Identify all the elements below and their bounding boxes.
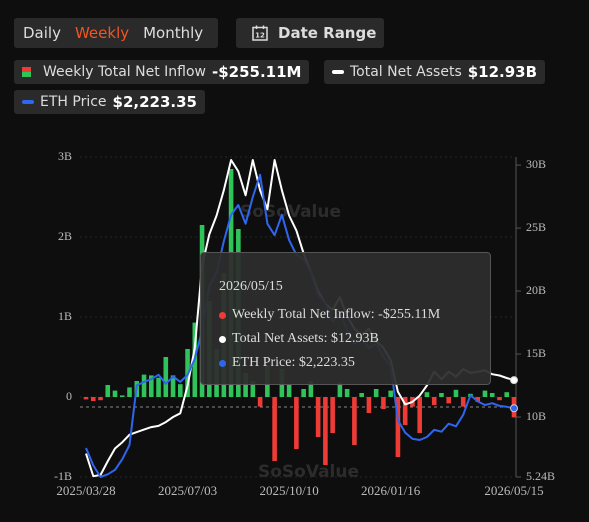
bar xyxy=(453,389,459,397)
tooltip-row: Weekly Total Net Inflow: -$255.11M xyxy=(219,303,490,327)
bar xyxy=(257,397,263,407)
end-point xyxy=(510,376,518,385)
tooltip-date-text: 2026/05/15 xyxy=(219,279,283,294)
x-tick-label: 2025/07/03 xyxy=(158,483,217,498)
y2-tick-label: 5.24B xyxy=(526,469,555,483)
bar xyxy=(127,387,132,397)
x-tick-label: 2026/01/16 xyxy=(361,483,421,498)
bar xyxy=(373,389,379,397)
bar xyxy=(395,397,401,457)
tooltip-dot xyxy=(219,311,226,319)
y2-tick-label: 20B xyxy=(526,283,546,297)
y2-tick-label: 25B xyxy=(526,220,546,234)
tooltip-text: Weekly Total Net Inflow: -$255.11M xyxy=(232,307,441,322)
bar xyxy=(156,377,161,397)
bar xyxy=(359,393,364,397)
bar xyxy=(381,397,386,409)
x-tick-label: 2025/10/10 xyxy=(260,483,319,498)
bar xyxy=(272,397,277,461)
legend-icon xyxy=(332,70,344,74)
y2-tick-label: 15B xyxy=(526,346,546,360)
bar xyxy=(294,397,299,449)
tooltip-text: ETH Price: $2,223.35 xyxy=(232,355,355,370)
svg-text:12: 12 xyxy=(255,32,265,40)
bar xyxy=(330,397,335,433)
bar xyxy=(482,390,488,397)
legend-value: -$255.11M xyxy=(212,63,302,81)
date-range-label: Date Range xyxy=(278,24,377,42)
bar xyxy=(90,397,96,401)
legend-value: $12.93B xyxy=(467,63,538,81)
legend-item[interactable]: Total Net Assets $12.93B xyxy=(324,60,546,84)
bar xyxy=(170,375,176,397)
bar xyxy=(366,397,372,413)
bar xyxy=(148,375,154,397)
period-button[interactable]: Daily xyxy=(23,24,61,42)
period-button[interactable]: Weekly xyxy=(74,24,130,42)
legend-value: $2,223.35 xyxy=(112,93,197,111)
legend-icon xyxy=(22,100,34,104)
bar xyxy=(308,381,314,397)
watermark: SoSoValue xyxy=(258,462,359,482)
legend-name: Total Net Assets xyxy=(350,64,462,80)
bar xyxy=(424,392,430,397)
bar xyxy=(105,385,111,397)
y-tick-label: 2B xyxy=(58,229,72,243)
tooltip-date: 2026/05/15 xyxy=(219,275,490,299)
bar xyxy=(431,397,437,405)
tooltip-dot xyxy=(219,335,226,343)
bar xyxy=(388,390,393,397)
bar xyxy=(243,373,248,397)
y2-tick-label: 30B xyxy=(526,157,546,171)
bar xyxy=(497,397,502,401)
tooltip-row: ETH Price: $2,223.35 xyxy=(219,351,490,375)
bar xyxy=(163,357,169,397)
bar xyxy=(315,397,321,437)
legend-item[interactable]: Weekly Total Net Inflow -$255.11M xyxy=(14,60,310,84)
period-switch: Daily Weekly Monthly xyxy=(14,18,218,48)
y-tick-label: -1B xyxy=(54,469,72,483)
bar xyxy=(439,393,444,397)
legend-item[interactable]: ETH Price $2,223.35 xyxy=(14,90,205,114)
tooltip-text: Total Net Assets: $12.93B xyxy=(232,331,379,346)
y-tick-label: 3B xyxy=(58,149,72,163)
tooltip-row: Total Net Assets: $12.93B xyxy=(219,327,490,351)
tooltip: 2026/05/15 Weekly Total Net Inflow: -$25… xyxy=(200,252,491,385)
bar xyxy=(98,397,103,401)
bar xyxy=(286,385,292,397)
calendar-icon: 12 xyxy=(252,25,268,41)
bar xyxy=(417,397,422,433)
y-tick-label: 1B xyxy=(58,309,72,323)
end-point xyxy=(510,404,518,413)
x-tick-label: 2026/05/15 xyxy=(484,483,543,498)
bar xyxy=(112,390,118,397)
bar xyxy=(83,397,89,400)
bar xyxy=(323,397,328,465)
bar xyxy=(119,395,125,397)
x-tick-label: 2025/03/28 xyxy=(56,483,115,498)
bar xyxy=(446,397,452,404)
legend-name: ETH Price xyxy=(40,94,107,110)
date-range-button[interactable]: 12 Date Range xyxy=(236,18,384,48)
legend-icon xyxy=(22,67,31,77)
bar xyxy=(402,397,408,425)
bar xyxy=(344,389,350,397)
bar xyxy=(475,397,481,402)
bar xyxy=(352,397,357,445)
bar xyxy=(460,397,466,407)
bar xyxy=(489,393,495,397)
bar xyxy=(250,381,256,397)
bar xyxy=(141,374,147,397)
y-tick-label: 0 xyxy=(66,389,72,403)
period-button[interactable]: Monthly xyxy=(143,24,204,42)
tooltip-dot xyxy=(219,359,226,367)
y2-tick-label: 10B xyxy=(526,409,546,423)
bar xyxy=(301,389,306,397)
bar xyxy=(504,392,510,397)
bar xyxy=(337,382,343,397)
legend-name: Weekly Total Net Inflow xyxy=(43,64,206,80)
bar xyxy=(178,384,183,397)
